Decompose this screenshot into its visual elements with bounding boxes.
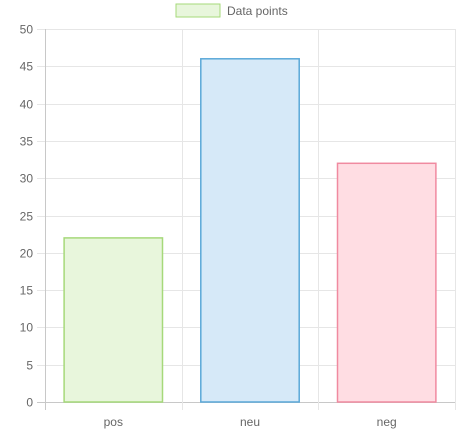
bar-neu[interactable] [200,58,300,403]
legend[interactable]: Data points [175,3,288,18]
bar-neg[interactable] [336,162,437,403]
y-tick-label: 40 [20,98,34,112]
x-tick-label: neg [377,415,397,429]
legend-label[interactable]: Data points [227,4,288,18]
y-tick-label: 5 [26,359,33,373]
y-tick-label: 10 [20,321,34,335]
y-tick-label: 35 [20,135,34,149]
y-tick-label: 30 [20,172,34,186]
y-tick-label: 25 [20,210,34,224]
y-tick-label: 20 [20,247,34,261]
axes: 0 5 10 15 20 25 30 35 40 45 50 pos neu neg [20,23,397,430]
bars [63,58,437,403]
y-tick-label: 0 [26,396,33,410]
legend-swatch[interactable] [175,3,221,18]
x-tick-label: pos [104,415,123,429]
y-tick-label: 15 [20,284,34,298]
y-tick-label: 45 [20,60,34,74]
x-tick-label: neu [240,415,260,429]
bar-pos[interactable] [63,237,164,403]
y-tick-label: 50 [20,23,34,37]
